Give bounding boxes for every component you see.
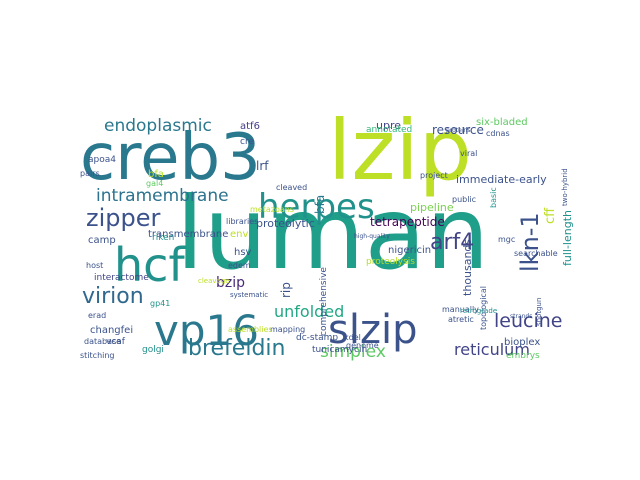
word-virion: virion [82, 284, 144, 309]
word-lkn-1: bzip [216, 275, 246, 291]
word-gal4: pairs [80, 169, 100, 178]
word-gp41: edem [228, 261, 251, 270]
word-rip: hsv [234, 247, 252, 258]
word-cre: cre [240, 137, 254, 147]
word-kdel: tunicamycin [312, 345, 368, 355]
word-simplex: leucine [494, 310, 563, 332]
word-comprehensive: comprehensive [319, 267, 329, 336]
word-assemblies: mapping [270, 325, 306, 334]
word-atf6-label: atf6 [240, 121, 260, 132]
word-arf4: arf4 [430, 230, 475, 255]
word-herpes: herpes [258, 187, 375, 227]
word-thousands: nigericin [388, 245, 432, 256]
word-pipeline: tetrapeptide [370, 215, 445, 229]
word-camp: riken [152, 233, 175, 243]
word-env: interactome [94, 273, 149, 283]
word-endoplasmic: endoplasmic [104, 116, 212, 136]
word-bzip: unfolded [274, 302, 345, 321]
word-zipper: zipper [86, 204, 161, 232]
word-bfa-text: bfa [148, 169, 164, 180]
word-edem: libraries [226, 217, 259, 226]
word-public: manually [442, 305, 479, 314]
word-high-quality: proteins [446, 127, 471, 134]
word-immediate-early: pipeline [410, 201, 454, 214]
word-shotgun: atretic [448, 315, 474, 324]
word-slzip: slzip [328, 307, 418, 353]
word-cloud: luman lzip creb3 herpes slzip vp16 hcf z… [80, 116, 576, 364]
word-stitching: assemblies [228, 325, 273, 334]
word-mapping: kdel [344, 333, 361, 342]
word-changfei: proteolysis [366, 257, 415, 267]
word-topological: basic [489, 187, 498, 208]
word-project: public [452, 195, 477, 204]
word-brefeldin: brefeldin [188, 336, 286, 361]
word-database: stitching [80, 351, 115, 360]
word-pairs: apoa4 [88, 155, 116, 165]
word-metazoans: cleaved [276, 183, 308, 192]
word-apoa4: host [86, 261, 104, 270]
word-strands: high-quality [354, 233, 390, 240]
word-hydrophobic: strands [510, 313, 533, 320]
word-full-length: cff [543, 207, 558, 224]
word-basic: cdnas [486, 129, 510, 138]
word-proteolytic: bfa [313, 194, 327, 214]
word-viral: project [420, 171, 448, 180]
word-annotated: upre [376, 119, 402, 132]
word-interactome: camp [88, 235, 116, 246]
word-creb3: creb3 [80, 121, 261, 195]
word-mgc: viral [460, 149, 478, 158]
word-searchable: mgc [498, 235, 516, 244]
word-cleaved: gal4 [146, 179, 164, 188]
word-cff: resource [432, 123, 484, 137]
word-embrys: bioplex [504, 337, 541, 348]
word-unfolded: reticulum [454, 340, 530, 359]
word-riken: transmembrane [148, 229, 229, 240]
word-leucine: lkn-1 [516, 212, 544, 272]
word-erad: database [84, 337, 122, 346]
word-intramembrane: intramembrane [96, 186, 229, 206]
word-libraries: metazoans [250, 205, 294, 214]
word-dc-stamp: embrys [506, 351, 540, 361]
word-hcf: hcf [114, 238, 185, 292]
word-resource: six-bladed [476, 117, 528, 128]
word-cdnas: searchable [514, 249, 558, 258]
word-luman: luman [176, 175, 490, 292]
word-upre: immediate-early [456, 173, 547, 186]
word-golgi: vcaf [106, 337, 125, 347]
word-lrf: lrf [256, 159, 269, 173]
word-lzip: lzip [328, 116, 473, 199]
word-two-hybrid: shotgun [535, 297, 543, 326]
word-manually: genome [346, 341, 379, 350]
word-vcaf: changfei [90, 325, 134, 336]
word-proteolysis: thousands [461, 238, 474, 296]
word-genome: cleavage [198, 277, 230, 285]
word-hsv: env [230, 229, 249, 240]
word-vp16: vp16 [154, 306, 259, 355]
word-nigericin: rip [279, 282, 293, 298]
word-six-bladed: annotated [366, 125, 413, 135]
word-atretic: retrograde [460, 307, 498, 315]
word-host: erad [88, 311, 107, 320]
word-reticulum: simplex [320, 342, 386, 362]
word-tetrapeptide: proteolytic [256, 217, 315, 230]
word-tunicamycin: dc-stamp [296, 333, 339, 343]
word-transmembrane: full-length [561, 210, 574, 266]
word-bioplex: golgi [142, 345, 164, 355]
word-systematic: two-hybrid [561, 168, 569, 206]
word-cleavage: gp41 [150, 299, 171, 308]
word-proteins: systematic [230, 291, 269, 299]
